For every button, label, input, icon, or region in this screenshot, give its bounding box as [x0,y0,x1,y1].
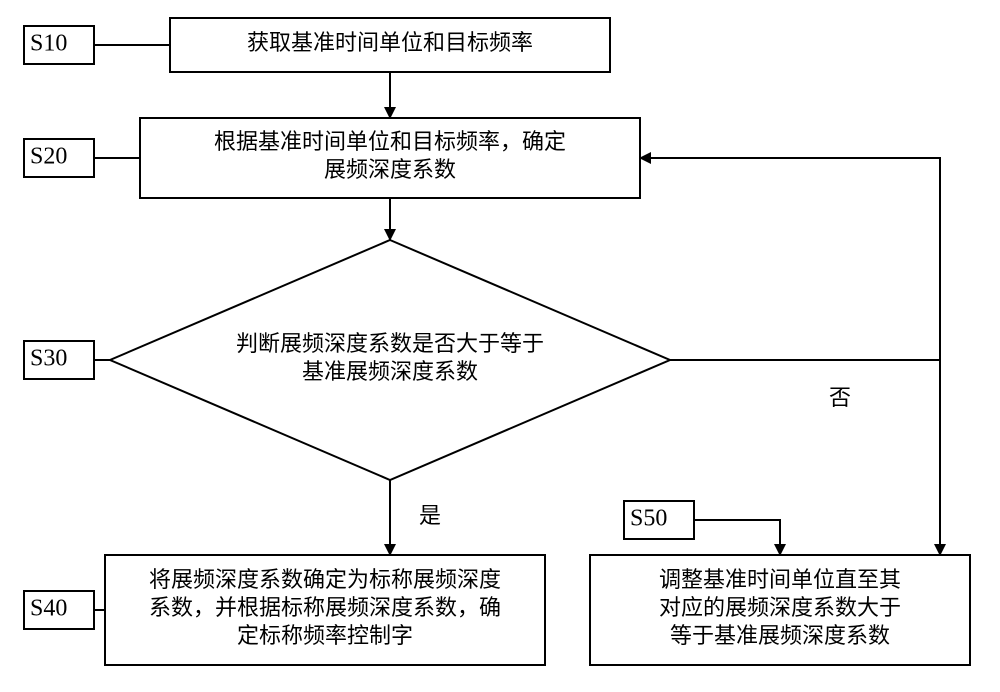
svg-text:S20: S20 [30,144,67,170]
edge-e_s50_box [694,520,780,555]
svg-text:根据基准时间单位和目标频率，确定: 根据基准时间单位和目标频率，确定 [214,129,566,154]
svg-text:系数，并根据标称展频深度系数，确: 系数，并根据标称展频深度系数，确 [149,595,501,620]
svg-text:S50: S50 [630,506,667,532]
edge-label-e3_yes: 是 [419,503,441,528]
node-s10: 获取基准时间单位和目标频率 [170,18,610,72]
flowchart-canvas: 获取基准时间单位和目标频率根据基准时间单位和目标频率，确定展频深度系数判断展频深… [0,0,1000,692]
node-s50: 调整基准时间单位直至其对应的展频深度系数大于等于基准展频深度系数 [590,555,970,665]
svg-text:等于基准展频深度系数: 等于基准展频深度系数 [670,623,890,648]
svg-text:对应的展频深度系数大于: 对应的展频深度系数大于 [659,595,901,620]
svg-text:将展频深度系数确定为标称展频深度: 将展频深度系数确定为标称展频深度 [149,567,501,592]
step-label-s30: S30 [24,341,94,379]
edge-e5_back [640,158,940,555]
node-s40: 将展频深度系数确定为标称展频深度系数，并根据标称展频深度系数，确定标称频率控制字 [105,555,545,665]
node-s30: 判断展频深度系数是否大于等于基准展频深度系数 [110,240,670,480]
step-label-s10: S10 [24,26,94,64]
svg-text:判断展频深度系数是否大于等于: 判断展频深度系数是否大于等于 [236,331,544,356]
step-label-s40: S40 [24,591,94,629]
svg-text:展频深度系数: 展频深度系数 [324,157,456,182]
edge-e4_no [670,360,940,555]
svg-text:S30: S30 [30,346,67,372]
svg-text:调整基准时间单位直至其: 调整基准时间单位直至其 [659,567,901,592]
node-s20: 根据基准时间单位和目标频率，确定展频深度系数 [140,118,640,198]
svg-text:S10: S10 [30,31,67,57]
svg-text:基准展频深度系数: 基准展频深度系数 [302,359,478,384]
svg-text:S40: S40 [30,596,67,622]
svg-text:获取基准时间单位和目标频率: 获取基准时间单位和目标频率 [247,30,533,55]
step-label-s20: S20 [24,139,94,177]
step-label-s50: S50 [624,501,694,539]
edge-label-e4_no: 否 [829,385,851,410]
svg-text:定标称频率控制字: 定标称频率控制字 [237,623,413,648]
